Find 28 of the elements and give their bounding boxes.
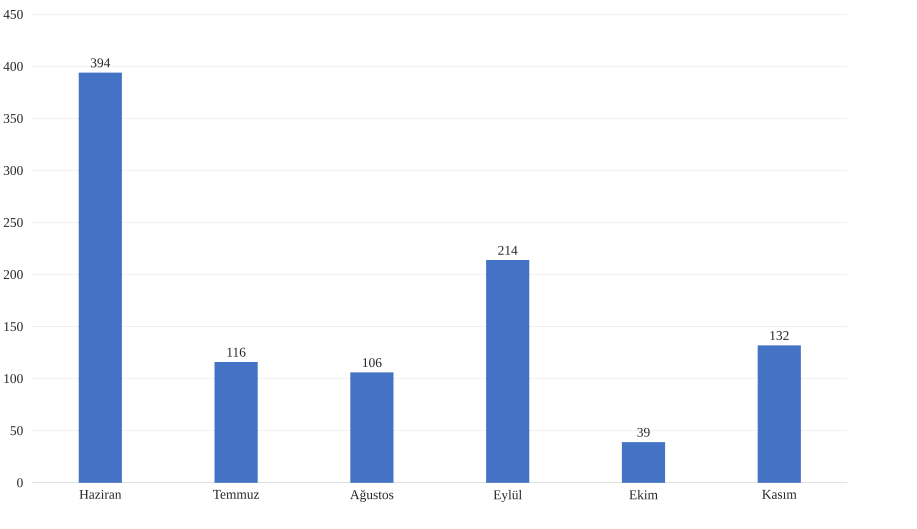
x-tick-label: Ekim [629,490,658,500]
x-tick-label: Temmuz [213,490,260,499]
y-tick-label: 50 [10,426,23,436]
x-tick-label: Ağustos [350,490,394,502]
bar [350,372,394,483]
y-tick-label: 250 [4,218,23,228]
y-tick-label: 100 [4,374,23,384]
y-tick-label: 400 [3,62,23,72]
data-label: 132 [770,331,789,340]
x-tick-label: Kasım [762,490,797,499]
data-label: 214 [498,246,518,255]
y-tick-label: 150 [4,322,23,332]
x-tick-label: Haziran [80,490,122,500]
bar [78,72,122,483]
bar [758,345,801,483]
x-tick-label: Eylül [494,490,522,502]
data-label: 39 [637,428,650,437]
y-tick-label: 300 [4,166,23,176]
bar [214,362,258,483]
y-tick-label: 350 [4,114,23,124]
bar [622,442,666,483]
y-tick-label: 200 [4,270,23,280]
bar [486,260,530,483]
data-label: 116 [227,348,246,357]
y-tick-label: 0 [17,478,23,488]
data-label: 394 [90,58,110,68]
y-tick-label: 450 [3,10,23,20]
data-label: 106 [363,358,382,368]
